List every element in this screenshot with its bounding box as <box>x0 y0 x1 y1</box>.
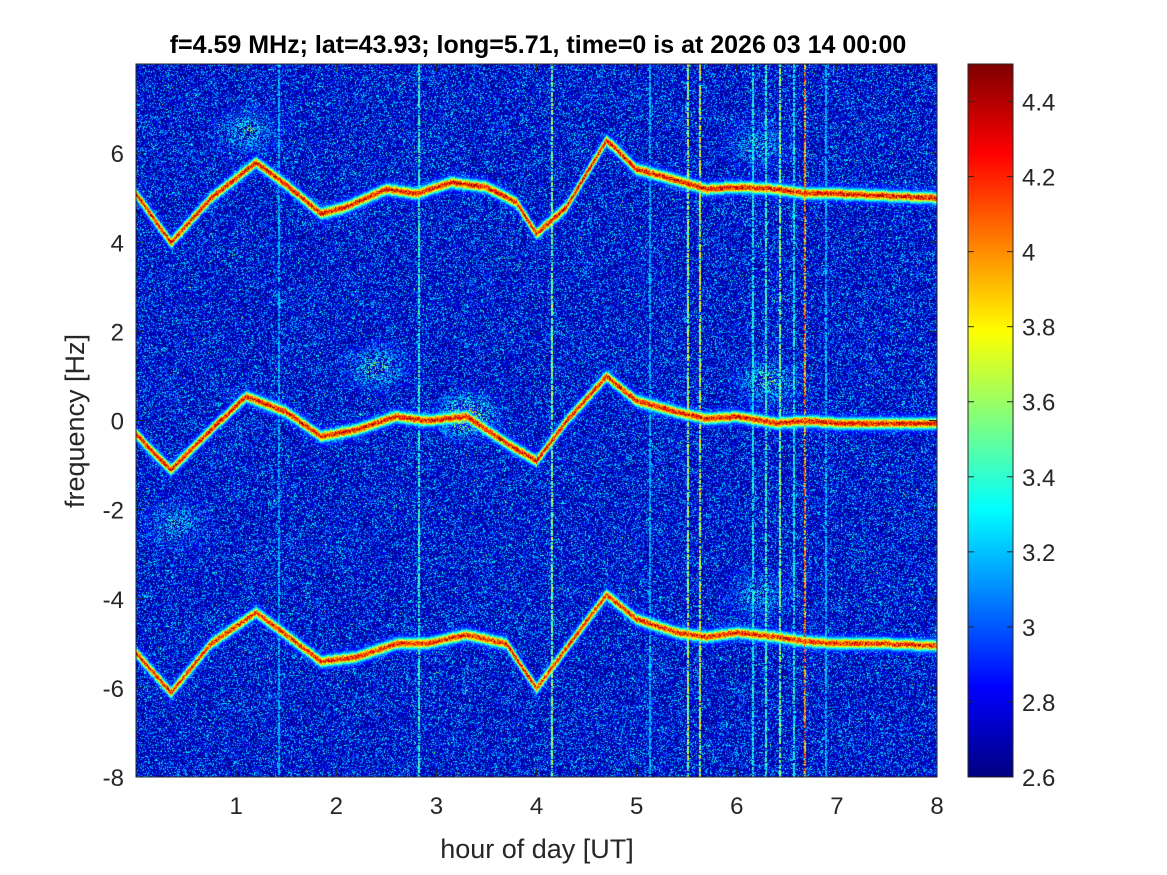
colorbar-tick-label: 3 <box>1022 615 1035 642</box>
colorbar-tick-label: 2.8 <box>1022 690 1055 717</box>
y-tick-label: 6 <box>111 141 124 168</box>
x-tick-label: 8 <box>930 793 943 820</box>
colorbar-tick-label: 2.6 <box>1022 765 1055 792</box>
x-tick-label: 7 <box>830 793 843 820</box>
colorbar-tick-label: 4.4 <box>1022 90 1055 117</box>
y-tick-label: -8 <box>103 765 124 792</box>
x-tick-label: 3 <box>430 793 443 820</box>
colorbar-tick-label: 4.2 <box>1022 165 1055 192</box>
y-tick-label: -6 <box>103 676 124 703</box>
colorbar-gradient <box>968 64 1013 777</box>
colorbar-tick-label: 3.6 <box>1022 390 1055 417</box>
colorbar <box>968 64 1013 777</box>
x-tick-label: 4 <box>530 793 543 820</box>
colorbar-tick-label: 4 <box>1022 240 1035 267</box>
y-axis-ticks: -8 -6 -4 -2 0 2 4 6 <box>103 141 937 792</box>
y-tick-label: -4 <box>103 587 124 614</box>
x-tick-label: 6 <box>730 793 743 820</box>
y-axis-label: frequency [Hz] <box>60 334 90 508</box>
plot-area <box>136 64 937 777</box>
x-axis-label: hour of day [UT] <box>440 834 634 864</box>
chart-title: f=4.59 MHz; lat=43.93; long=5.71, time=0… <box>170 31 907 59</box>
colorbar-tick-label: 3.4 <box>1022 465 1055 492</box>
y-tick-label: 4 <box>111 230 124 257</box>
y-tick-label: 0 <box>111 409 124 436</box>
spectrogram-heatmap <box>136 64 937 777</box>
colorbar-tick-label: 3.2 <box>1022 540 1055 567</box>
colorbar-tick-label: 3.8 <box>1022 315 1055 342</box>
x-tick-label: 5 <box>630 793 643 820</box>
x-tick-label: 1 <box>229 793 242 820</box>
y-tick-label: -2 <box>103 498 124 525</box>
colorbar-ticks: 2.8 3 3.2 3.4 3.6 3.8 4 4.2 4.4 2.6 <box>968 90 1055 792</box>
x-tick-label: 2 <box>330 793 343 820</box>
y-tick-label: 2 <box>111 319 124 346</box>
x-axis-ticks: 1 2 3 4 5 6 7 8 <box>229 64 944 820</box>
colorbar-frame <box>967 63 1014 778</box>
